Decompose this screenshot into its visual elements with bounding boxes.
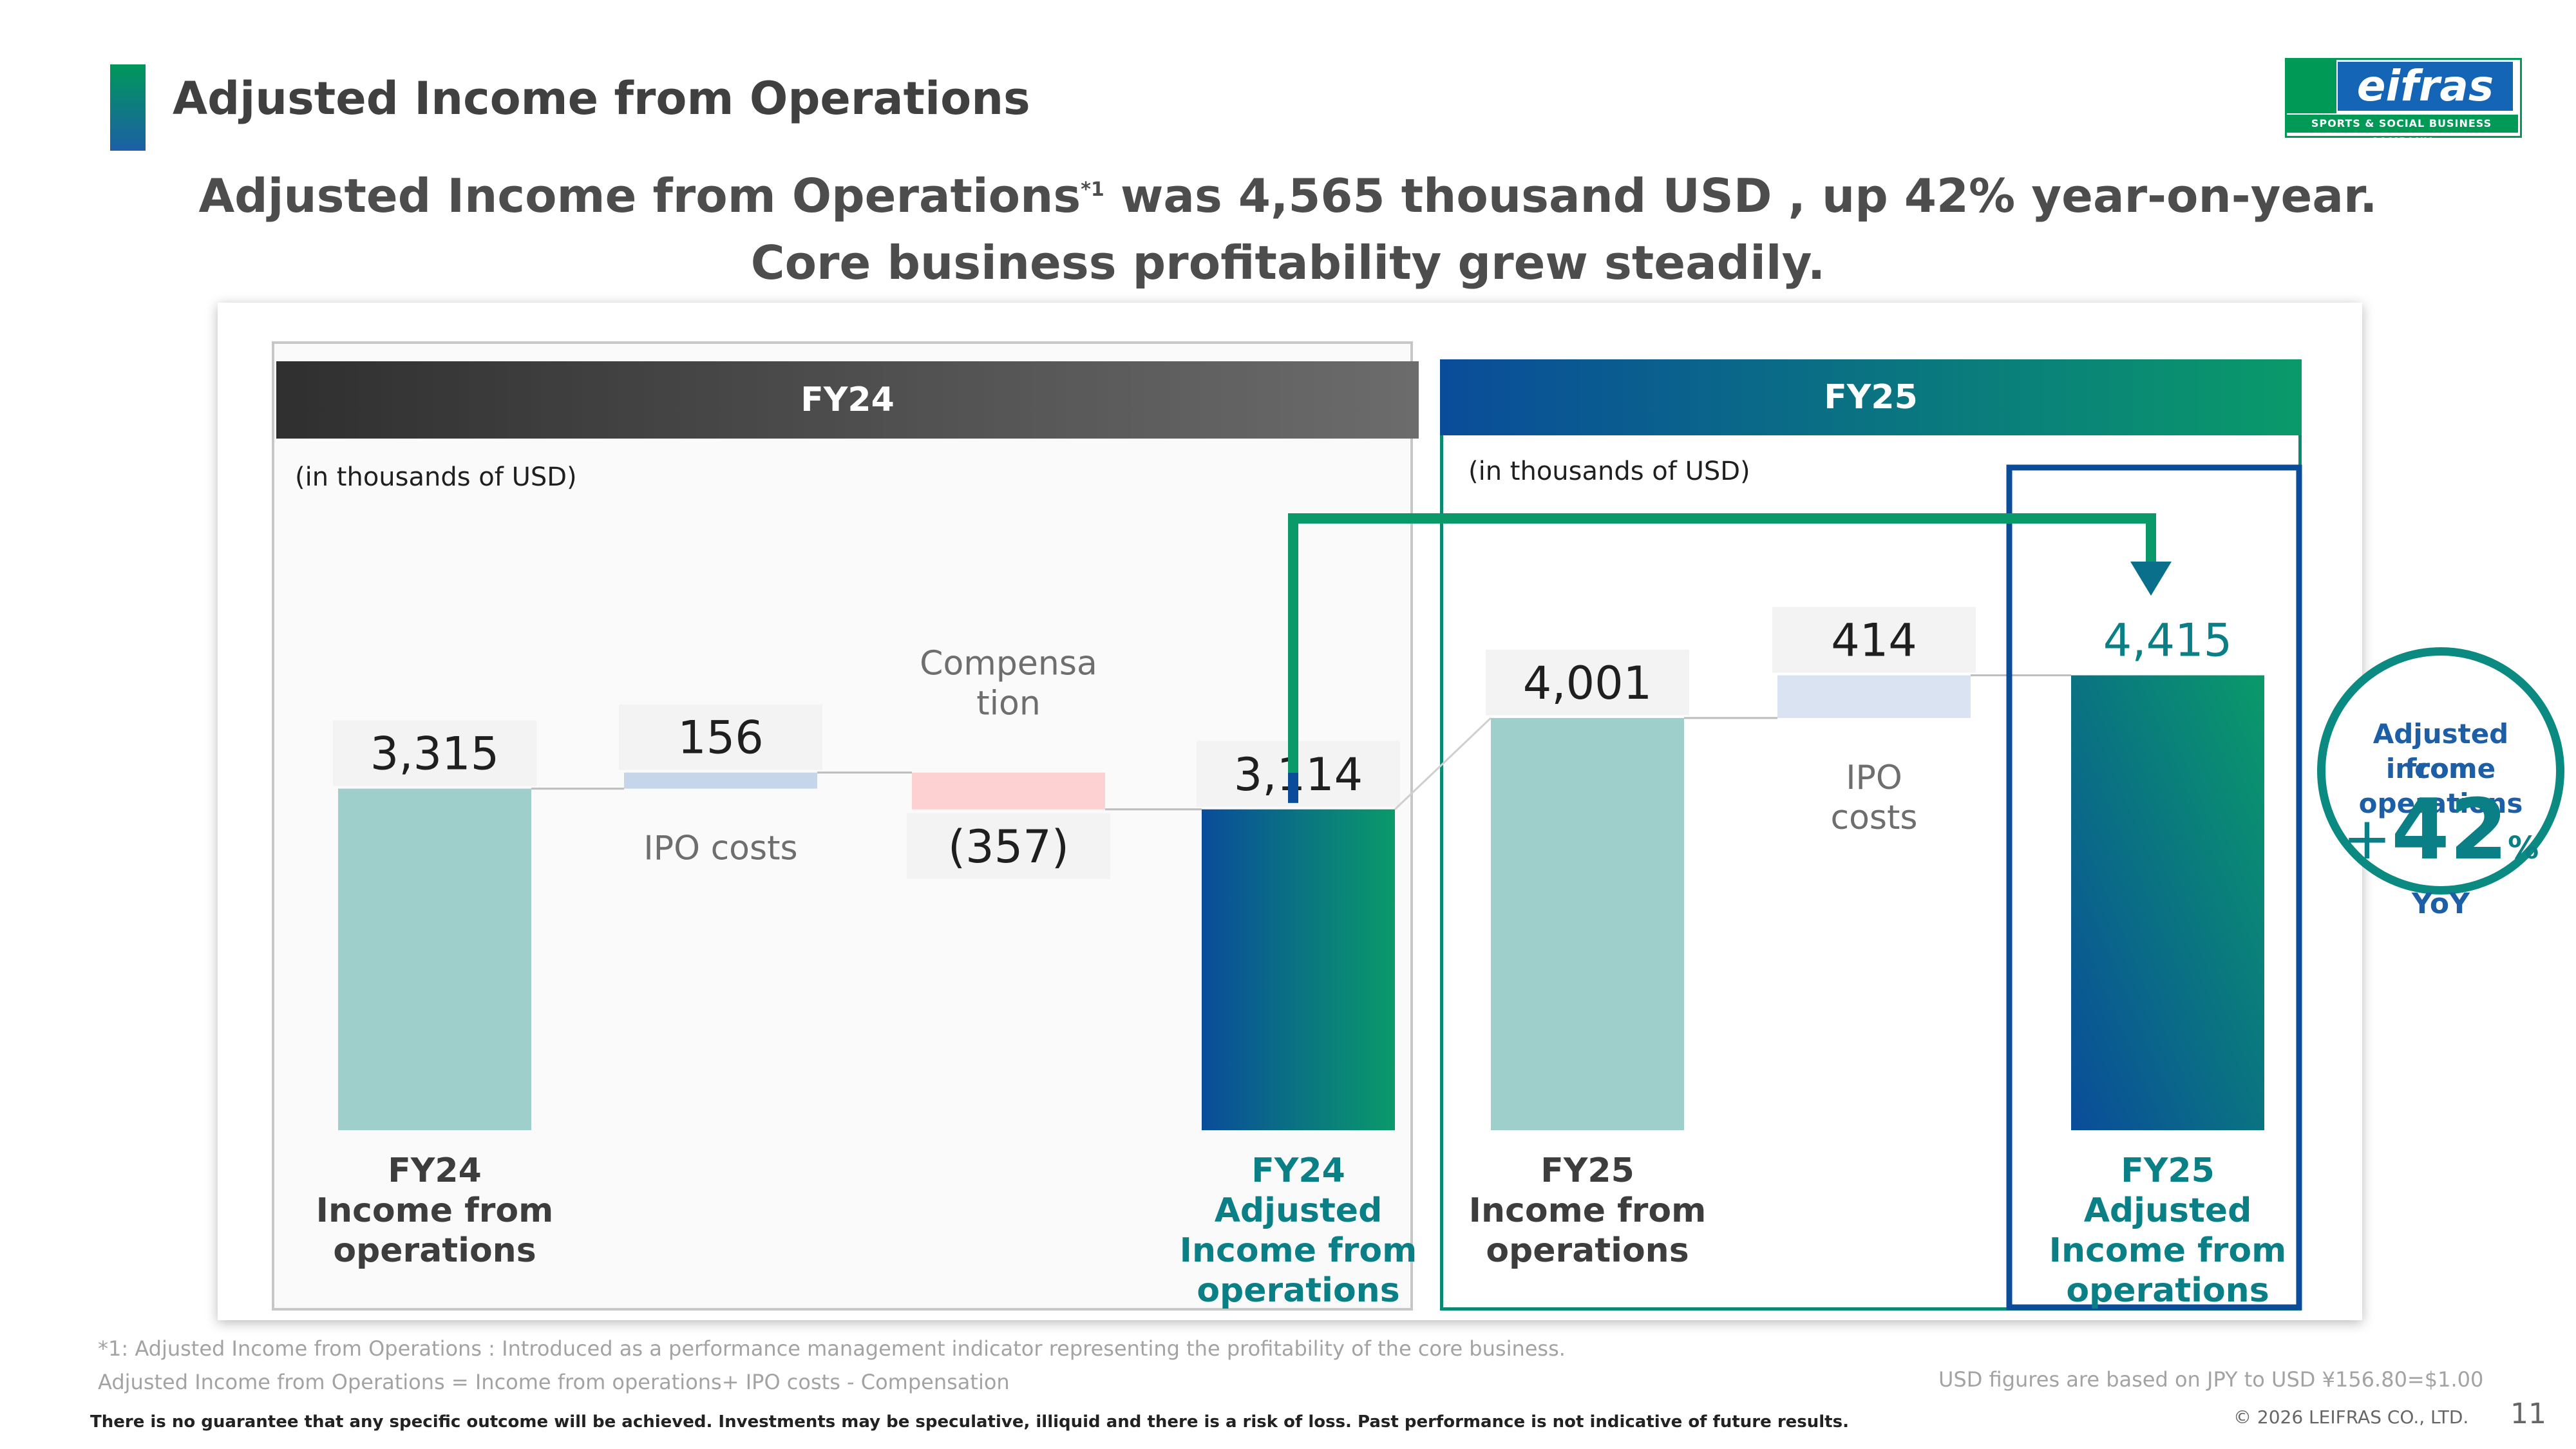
fy24-category-label-4-line-1: FY24 (1251, 1151, 1345, 1190)
investment-disclaimer: There is no guarantee that any specific … (90, 1412, 1849, 1432)
headline-part-1: Adjusted Income from Operations (198, 169, 1081, 223)
cross-year-connector (1394, 717, 1492, 810)
footnote-2: Adjusted Income from Operations = Income… (98, 1370, 1010, 1394)
badge-value-suffix: % (2508, 830, 2539, 866)
title-accent-bar (110, 64, 146, 151)
fy25-category-label-1-line-2: Income from (1469, 1191, 1707, 1230)
fy24-bar-2 (624, 772, 817, 789)
fy24-category-label-4-line-4: operations (1197, 1271, 1399, 1310)
fy25-unit-label: (in thousands of USD) (1468, 457, 1750, 486)
fy25-bar-3 (2071, 675, 2264, 1130)
headline-line-1: Adjusted Income from Operations*1 was 4,… (0, 169, 2576, 223)
fy24-category-label-3-line-1: Compensa (920, 645, 1097, 683)
fy24-category-label-2-line-1: IPO costs (643, 829, 797, 868)
logo-l-mark (2285, 58, 2336, 113)
fy24-category-label-1-line-3: operations (333, 1231, 536, 1270)
page-number: 11 (2510, 1397, 2546, 1430)
growth-arrow-head (2130, 562, 2172, 596)
fy24-value-label-1: 3,315 (370, 728, 499, 781)
badge-value: +42% (2325, 788, 2556, 890)
fy24-value-label-3: (357) (948, 820, 1069, 873)
fy25-bar-2 (1777, 675, 1971, 718)
fy25-category-label-1-line-3: operations (1486, 1231, 1689, 1270)
page-title: Adjusted Income from Operations (173, 72, 1030, 125)
fy24-value-label-backdrop-2 (619, 704, 822, 770)
fx-rate-note: USD figures are based on JPY to USD ¥156… (1938, 1367, 2484, 1392)
badge-label-line-1: Adjusted income (2372, 718, 2509, 784)
logo-tagline: SPORTS & SOCIAL BUSINESS COMPANY (2285, 115, 2518, 147)
fy25-value-label-2: 414 (1831, 614, 1917, 667)
fy24-unit-label: (in thousands of USD) (295, 462, 577, 492)
logo-wordmark: eifras (2338, 62, 2513, 111)
fy25-panel-header: FY25 (1440, 359, 2302, 435)
headline-line-2: Core business profitability grew steadil… (750, 236, 1826, 290)
fy24-category-label-3-line-2: tion (976, 685, 1041, 723)
fy25-category-label-3-line-2: Adjusted (2084, 1191, 2252, 1230)
fy25-category-label-3-line-1: FY25 (2121, 1151, 2215, 1190)
fy25-category-label-3-line-3: Income from (2049, 1231, 2287, 1270)
badge-value-prefix: + (2342, 805, 2392, 873)
fy24-category-label-1-line-1: FY24 (388, 1151, 482, 1190)
fy24-bar-3 (912, 772, 1105, 810)
copyright: © 2026 LEIFRAS CO., LTD. (2233, 1406, 2469, 1428)
fy24-value-label-backdrop-3 (907, 813, 1110, 879)
fy24-category-label-4-line-3: Income from (1180, 1231, 1417, 1270)
footnote-1: *1: Adjusted Income from Operations : In… (98, 1336, 1566, 1361)
fy24-bar-1 (338, 788, 531, 1130)
fy24-value-label-2: 156 (677, 712, 764, 764)
fy24-category-label-4-line-2: Adjusted (1215, 1191, 1383, 1230)
headline-footnote-ref: *1 (1081, 178, 1104, 201)
badge-label-line-2: from operations (2358, 753, 2523, 819)
badge-yoy: YoY (2412, 887, 2470, 920)
headline-part-2: was 4,565 thousand USD , up 42% year-on-… (1120, 169, 2378, 223)
fy24-panel-header: FY24 (276, 361, 1419, 439)
growth-arrow-line (1288, 513, 2156, 803)
fy25-category-label-1-line-1: FY25 (1540, 1151, 1634, 1190)
fy25-value-label-3: 4,415 (2103, 614, 2232, 667)
fy25-category-label-2-line-2: costs (1831, 799, 1918, 837)
fy24-bar-4 (1202, 809, 1395, 1130)
fy25-adjusted-highlight-frame (2006, 464, 2302, 1311)
fy25-value-label-1: 4,001 (1523, 657, 1652, 710)
fy25-bar-1 (1491, 717, 1684, 1130)
fy25-category-label-3-line-4: operations (2066, 1271, 2269, 1310)
yoy-growth-badge: Adjusted income from operations +42% YoY (2317, 647, 2564, 920)
fy25-value-label-backdrop-1 (1486, 649, 1689, 715)
fy24-value-label-backdrop-1 (333, 720, 536, 786)
fy25-value-label-backdrop-2 (1772, 607, 1976, 673)
badge-value-number: 42 (2391, 781, 2508, 878)
fy25-category-label-2-line-1: IPO (1846, 759, 1902, 797)
fy24-category-label-1-line-2: Income from (316, 1191, 554, 1230)
